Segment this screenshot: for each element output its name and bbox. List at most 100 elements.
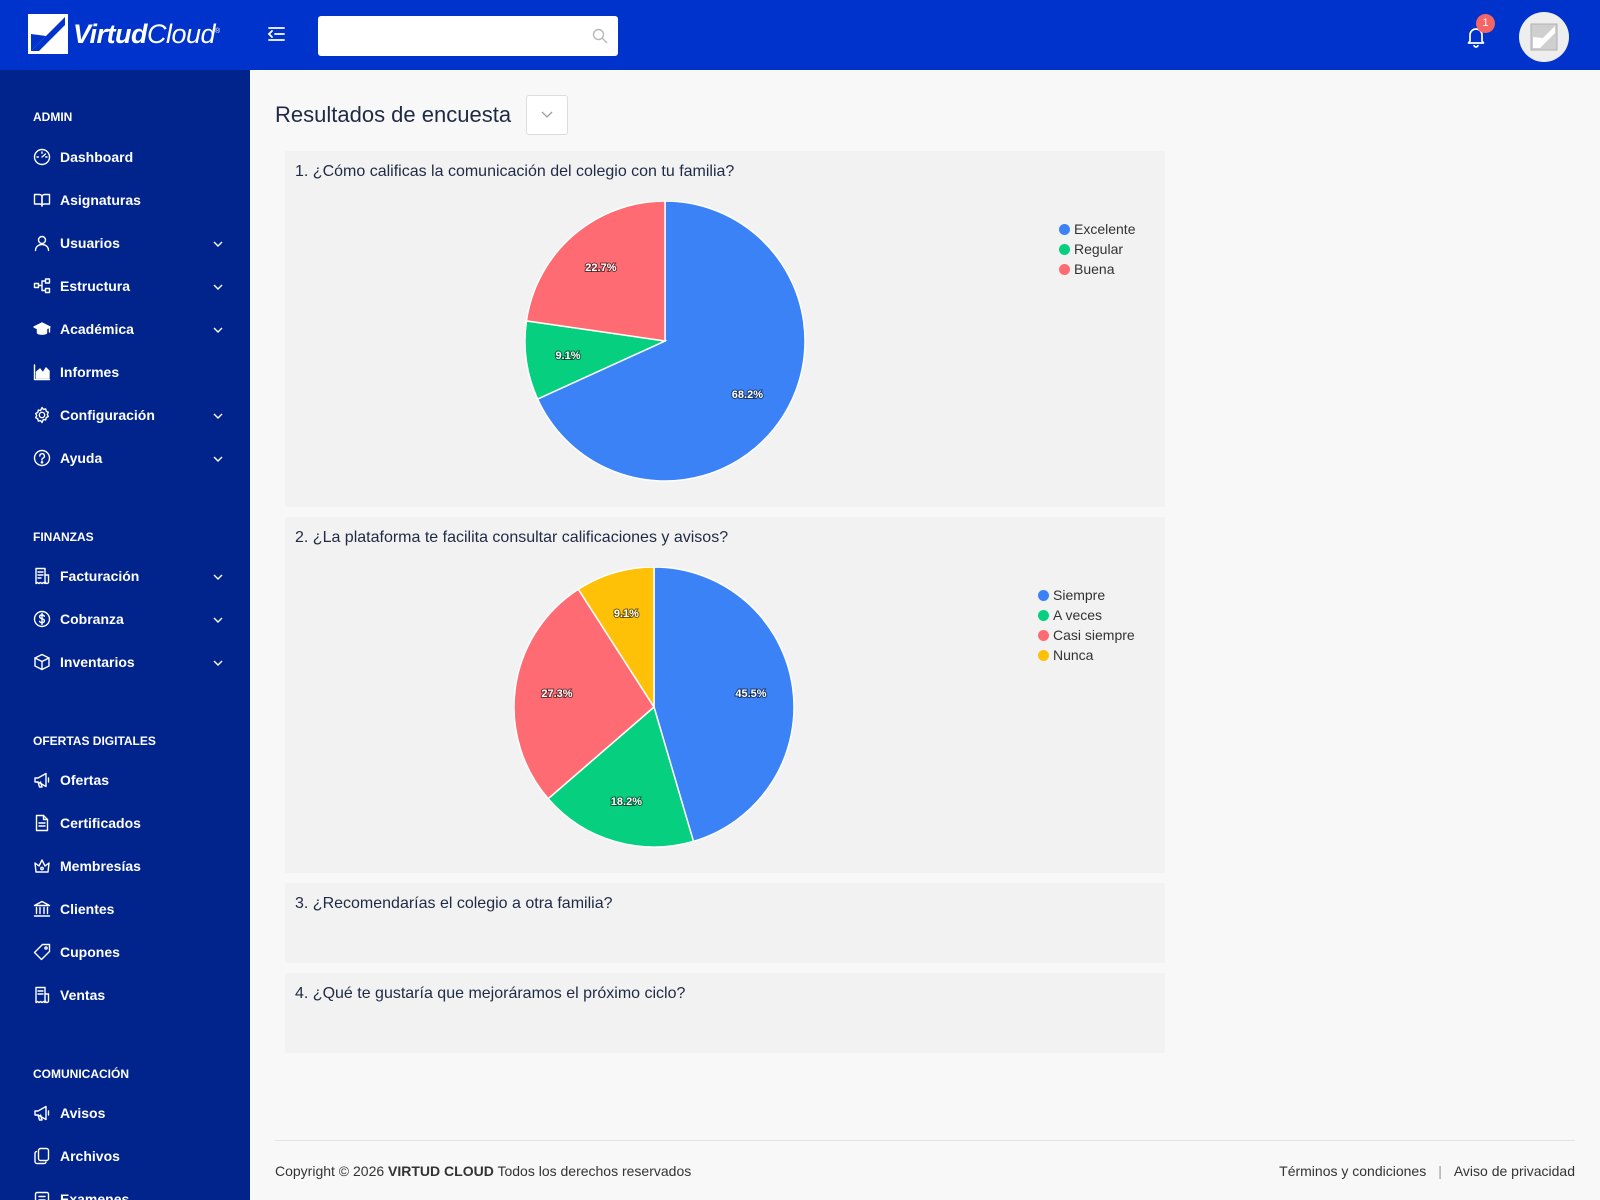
pie-chart: 45.5% 18.2% 27.3% 9.1%	[514, 567, 795, 848]
sidebar-item-label: Certificados	[60, 815, 141, 831]
pie-chart: 68.2% 9.1% 22.7%	[525, 201, 806, 482]
sidebar-item-ayuda[interactable]: Ayuda	[0, 443, 250, 473]
tag-icon	[33, 943, 51, 961]
document-icon	[33, 814, 51, 832]
sidebar-section-title: FINANZAS	[33, 530, 94, 544]
sidebar-item-clientes[interactable]: Clientes	[0, 894, 250, 924]
chevron-down-icon	[541, 111, 553, 118]
legend-item[interactable]: Buena	[1059, 259, 1135, 279]
sidebar-item-label: Inventarios	[60, 654, 135, 670]
pie-slice[interactable]	[653, 567, 795, 843]
sidebar-item-archivos[interactable]: Archivos	[0, 1141, 250, 1171]
sidebar-item-label: Configuración	[60, 407, 155, 423]
legend-item[interactable]: Nunca	[1038, 645, 1135, 665]
pie-slice[interactable]	[577, 567, 655, 710]
question-title: 1. ¿Cómo calificas la comunicación del c…	[295, 163, 735, 180]
question-card-2: 2. ¿La plataforma te facilita consultar …	[285, 517, 1165, 873]
sidebar-item-label: Académica	[60, 321, 134, 337]
chevron-down-icon	[212, 613, 224, 629]
menu-toggle-icon[interactable]	[265, 23, 287, 45]
legend-label: Buena	[1074, 261, 1115, 277]
crown-icon	[33, 857, 51, 875]
bank-icon	[33, 900, 51, 918]
survey-selector-dropdown[interactable]	[526, 95, 568, 135]
sidebar-item-label: Ofertas	[60, 772, 110, 788]
legend-item[interactable]: Excelente	[1059, 219, 1135, 239]
sidebar-item-label: Membresías	[60, 858, 141, 874]
sidebar-item-membresias[interactable]: Membresías	[0, 851, 250, 881]
search-input[interactable]	[318, 16, 618, 56]
slice-label: 9.1%	[614, 608, 639, 620]
legend-swatch	[1038, 629, 1049, 641]
logo-mark-icon	[28, 14, 68, 54]
question-card-1: 1. ¿Cómo calificas la comunicación del c…	[285, 151, 1165, 507]
page-title: Resultados de encuesta	[275, 102, 512, 127]
sidebar-item-estructura[interactable]: Estructura	[0, 271, 250, 301]
search-icon[interactable]	[592, 28, 608, 49]
sidebar-item-academica[interactable]: Académica	[0, 314, 250, 344]
logo-text: VirtudCloud®	[73, 18, 220, 49]
sidebar-section-title: OFERTAS DIGITALES	[33, 734, 156, 748]
question-title: 2. ¿La plataforma te facilita consultar …	[295, 529, 729, 546]
box-icon	[33, 653, 51, 671]
sidebar-item-label: Usuarios	[60, 235, 120, 251]
pie-slice[interactable]	[536, 201, 806, 482]
logo[interactable]: VirtudCloud®	[28, 14, 220, 54]
top-bar: VirtudCloud® 1	[0, 0, 1600, 70]
legend-label: Regular	[1074, 241, 1124, 257]
legend-item[interactable]: Casi siempre	[1038, 625, 1135, 645]
sidebar-item-inventarios[interactable]: Inventarios	[0, 647, 250, 677]
sidebar-item-cupones[interactable]: Cupones	[0, 937, 250, 967]
question-title: 3. ¿Recomendarías el colegio a otra fami…	[295, 895, 613, 912]
chevron-down-icon	[212, 280, 224, 296]
sidebar-item-ofertas[interactable]: Ofertas	[0, 765, 250, 795]
slice-label: 27.3%	[541, 688, 572, 700]
sidebar-item-usuarios[interactable]: Usuarios	[0, 228, 250, 258]
pie-slice[interactable]	[514, 588, 655, 800]
sidebar-item-label: Informes	[60, 364, 120, 380]
pie-slice[interactable]	[525, 319, 668, 401]
sidebar-item-cobranza[interactable]: Cobranza	[0, 604, 250, 634]
sidebar-item-facturacion[interactable]: Facturación	[0, 561, 250, 591]
sidebar-item-label: Cupones	[60, 944, 120, 960]
sidebar-item-label: Clientes	[60, 901, 115, 917]
legend-label: Nunca	[1053, 647, 1094, 663]
sidebar-item-label: Ayuda	[60, 450, 103, 466]
chevron-down-icon	[212, 452, 224, 468]
sidebar-item-informes[interactable]: Informes	[0, 357, 250, 387]
sidebar-item-ventas[interactable]: Ventas	[0, 980, 250, 1010]
sidebar-item-certificados[interactable]: Certificados	[0, 808, 250, 838]
legend-swatch	[1059, 263, 1070, 275]
legend-item[interactable]: Regular	[1059, 239, 1135, 259]
slice-label: 68.2%	[732, 389, 763, 401]
sidebar-item-label: Cobranza	[60, 611, 124, 627]
avatar[interactable]	[1519, 12, 1569, 62]
privacy-link[interactable]: Aviso de privacidad	[1453, 1163, 1575, 1179]
sidebar-item-asignaturas[interactable]: Asignaturas	[0, 185, 250, 215]
gear-icon	[33, 406, 51, 424]
terms-link[interactable]: Términos y condiciones	[1279, 1163, 1427, 1179]
legend-label: Excelente	[1074, 221, 1136, 237]
chevron-down-icon	[212, 237, 224, 253]
legend-item[interactable]: Siempre	[1038, 585, 1135, 605]
sidebar-item-label: Dashboard	[60, 149, 134, 165]
sidebar-item-avisos[interactable]: Avisos	[0, 1098, 250, 1128]
chart-legend: Excelente Regular Buena	[1059, 219, 1135, 279]
invoice-icon	[33, 567, 51, 585]
sidebar-item-label: Archivos	[60, 1148, 120, 1164]
pie-slice[interactable]	[525, 201, 666, 342]
pie-slice[interactable]	[547, 705, 695, 848]
sidebar-item-examenes[interactable]: Examenes	[0, 1184, 250, 1200]
sidebar-item-configuracion[interactable]: Configuración	[0, 400, 250, 430]
sidebar-item-label: Estructura	[60, 278, 131, 294]
sidebar-item-dashboard[interactable]: Dashboard	[0, 142, 250, 172]
megaphone-icon	[33, 1104, 51, 1122]
book-icon	[33, 191, 51, 209]
sidebar-item-label: Facturación	[60, 568, 140, 584]
question-title: 4. ¿Qué te gustaría que mejoráramos el p…	[295, 985, 686, 1002]
sidebar-section-title: COMUNICACIÓN	[33, 1067, 129, 1081]
structure-icon	[33, 277, 51, 295]
legend-item[interactable]: A veces	[1038, 605, 1135, 625]
legend-label: A veces	[1053, 607, 1103, 623]
chevron-down-icon	[212, 323, 224, 339]
